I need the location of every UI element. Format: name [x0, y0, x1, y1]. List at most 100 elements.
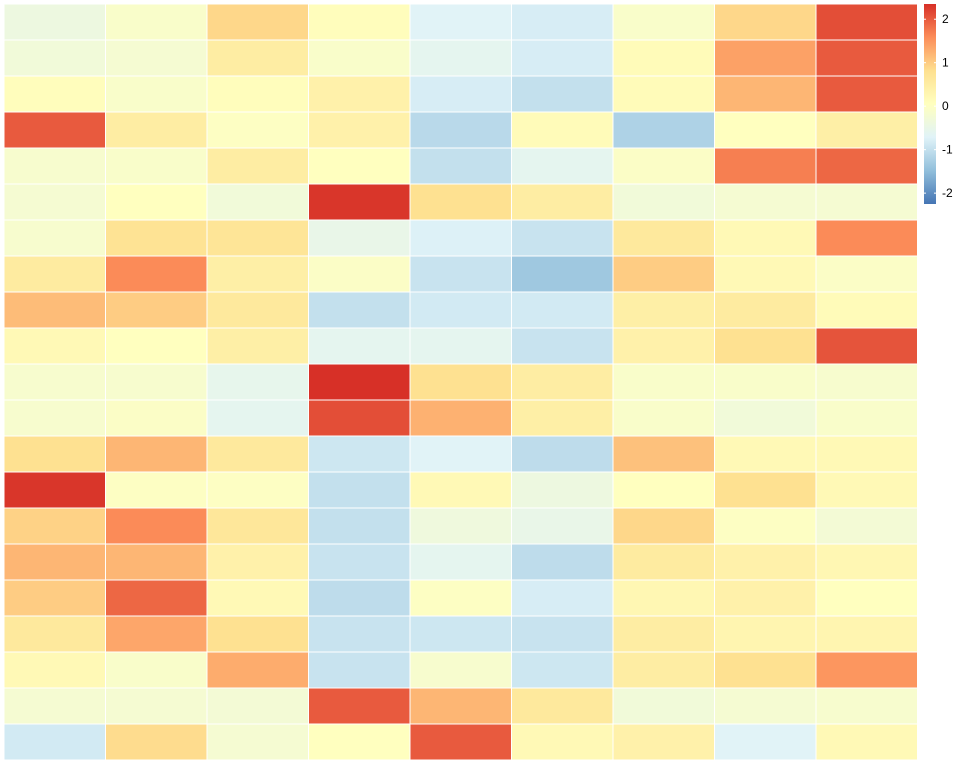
color-legend: 2 1 0 -1 -2: [924, 4, 953, 204]
heatmap-cell-r9-c5: [409, 291, 512, 329]
heatmap-cell-r13-c9: [815, 435, 918, 473]
heatmap-cell-r3-c8: [714, 75, 817, 113]
heatmap-cell-r21-c5: [409, 723, 512, 761]
color-legend-tick-label: 0: [942, 99, 949, 113]
heatmap-cell-r16-c2: [105, 543, 208, 581]
heatmap-cell-r11-c3: [206, 363, 309, 401]
heatmap-cell-r3-c1: [3, 75, 106, 113]
heatmap-cell-r16-c6: [511, 543, 614, 581]
heatmap-cell-r10-c7: [612, 327, 715, 365]
heatmap-cell-r12-c2: [105, 399, 208, 437]
heatmap-cell-r15-c9: [815, 507, 918, 545]
heatmap-cell-r4-c7: [612, 111, 715, 149]
heatmap-cell-r16-c1: [3, 543, 106, 581]
heatmap-cell-r1-c2: [105, 3, 208, 41]
heatmap-cell-r19-c6: [511, 651, 614, 689]
heatmap-cell-r13-c8: [714, 435, 817, 473]
heatmap-cells: [3, 3, 918, 761]
heatmap-cell-r11-c4: [308, 363, 411, 401]
heatmap-cell-r13-c1: [3, 435, 106, 473]
heatmap-cell-r16-c9: [815, 543, 918, 581]
heatmap-cell-r9-c4: [308, 291, 411, 329]
heatmap-cell-r20-c1: [3, 687, 106, 725]
color-legend-tick-label: 2: [942, 12, 949, 26]
color-legend-tick-label: -2: [942, 186, 953, 200]
heatmap-cell-r12-c3: [206, 399, 309, 437]
heatmap-cell-r21-c1: [3, 723, 106, 761]
heatmap-cell-r2-c7: [612, 39, 715, 77]
heatmap-cell-r12-c4: [308, 399, 411, 437]
heatmap-cell-r15-c6: [511, 507, 614, 545]
heatmap-cell-r6-c8: [714, 183, 817, 221]
heatmap-cell-r14-c4: [308, 471, 411, 509]
heatmap-cell-r2-c9: [815, 39, 918, 77]
heatmap-cell-r2-c8: [714, 39, 817, 77]
heatmap-cell-r20-c7: [612, 687, 715, 725]
heatmap-cell-r5-c6: [511, 147, 614, 185]
heatmap-cell-r16-c4: [308, 543, 411, 581]
heatmap-cell-r16-c7: [612, 543, 715, 581]
heatmap-cell-r21-c8: [714, 723, 817, 761]
heatmap-cell-r5-c8: [714, 147, 817, 185]
heatmap-cell-r19-c9: [815, 651, 918, 689]
heatmap-cell-r2-c5: [409, 39, 512, 77]
heatmap-cell-r15-c7: [612, 507, 715, 545]
heatmap-cell-r21-c2: [105, 723, 208, 761]
heatmap-cell-r20-c8: [714, 687, 817, 725]
heatmap-cell-r7-c5: [409, 219, 512, 257]
heatmap-cell-r11-c2: [105, 363, 208, 401]
heatmap-cell-r12-c1: [3, 399, 106, 437]
heatmap-cell-r7-c9: [815, 219, 918, 257]
heatmap-cell-r19-c5: [409, 651, 512, 689]
heatmap-cell-r17-c5: [409, 579, 512, 617]
heatmap-cell-r7-c6: [511, 219, 614, 257]
heatmap-cell-r19-c1: [3, 651, 106, 689]
heatmap-cell-r9-c3: [206, 291, 309, 329]
heatmap-cell-r3-c2: [105, 75, 208, 113]
heatmap-cell-r19-c4: [308, 651, 411, 689]
heatmap-cell-r11-c9: [815, 363, 918, 401]
heatmap-cell-r6-c7: [612, 183, 715, 221]
heatmap-cell-r12-c6: [511, 399, 614, 437]
heatmap-cell-r6-c3: [206, 183, 309, 221]
heatmap-cell-r1-c6: [511, 3, 614, 41]
heatmap-cell-r6-c9: [815, 183, 918, 221]
heatmap-cell-r13-c5: [409, 435, 512, 473]
heatmap-cell-r18-c8: [714, 615, 817, 653]
heatmap-cell-r17-c2: [105, 579, 208, 617]
heatmap-cell-r9-c7: [612, 291, 715, 329]
heatmap-cell-r15-c4: [308, 507, 411, 545]
heatmap-cell-r15-c5: [409, 507, 512, 545]
heatmap-cell-r11-c8: [714, 363, 817, 401]
heatmap-cell-r5-c2: [105, 147, 208, 185]
heatmap-cell-r7-c3: [206, 219, 309, 257]
heatmap-cell-r14-c8: [714, 471, 817, 509]
heatmap-cell-r5-c1: [3, 147, 106, 185]
heatmap-cell-r3-c7: [612, 75, 715, 113]
heatmap-cell-r18-c1: [3, 615, 106, 653]
heatmap-cell-r1-c1: [3, 3, 106, 41]
heatmap-cell-r19-c7: [612, 651, 715, 689]
heatmap-cell-r14-c2: [105, 471, 208, 509]
heatmap-cell-r10-c6: [511, 327, 614, 365]
heatmap-cell-r18-c9: [815, 615, 918, 653]
heatmap-cell-r8-c3: [206, 255, 309, 293]
heatmap-cell-r10-c3: [206, 327, 309, 365]
heatmap-cell-r7-c4: [308, 219, 411, 257]
heatmap-cell-r10-c5: [409, 327, 512, 365]
heatmap-cell-r9-c8: [714, 291, 817, 329]
heatmap-cell-r15-c2: [105, 507, 208, 545]
heatmap-cell-r1-c8: [714, 3, 817, 41]
heatmap-cell-r14-c7: [612, 471, 715, 509]
heatmap-cell-r6-c2: [105, 183, 208, 221]
heatmap-cell-r16-c5: [409, 543, 512, 581]
heatmap-cell-r5-c4: [308, 147, 411, 185]
heatmap-cell-r4-c2: [105, 111, 208, 149]
heatmap-cell-r4-c1: [3, 111, 106, 149]
heatmap-cell-r11-c7: [612, 363, 715, 401]
heatmap-cell-r17-c8: [714, 579, 817, 617]
heatmap-cell-r1-c3: [206, 3, 309, 41]
heatmap-cell-r3-c5: [409, 75, 512, 113]
color-legend-tick-label: 1: [942, 56, 949, 70]
heatmap-cell-r12-c9: [815, 399, 918, 437]
